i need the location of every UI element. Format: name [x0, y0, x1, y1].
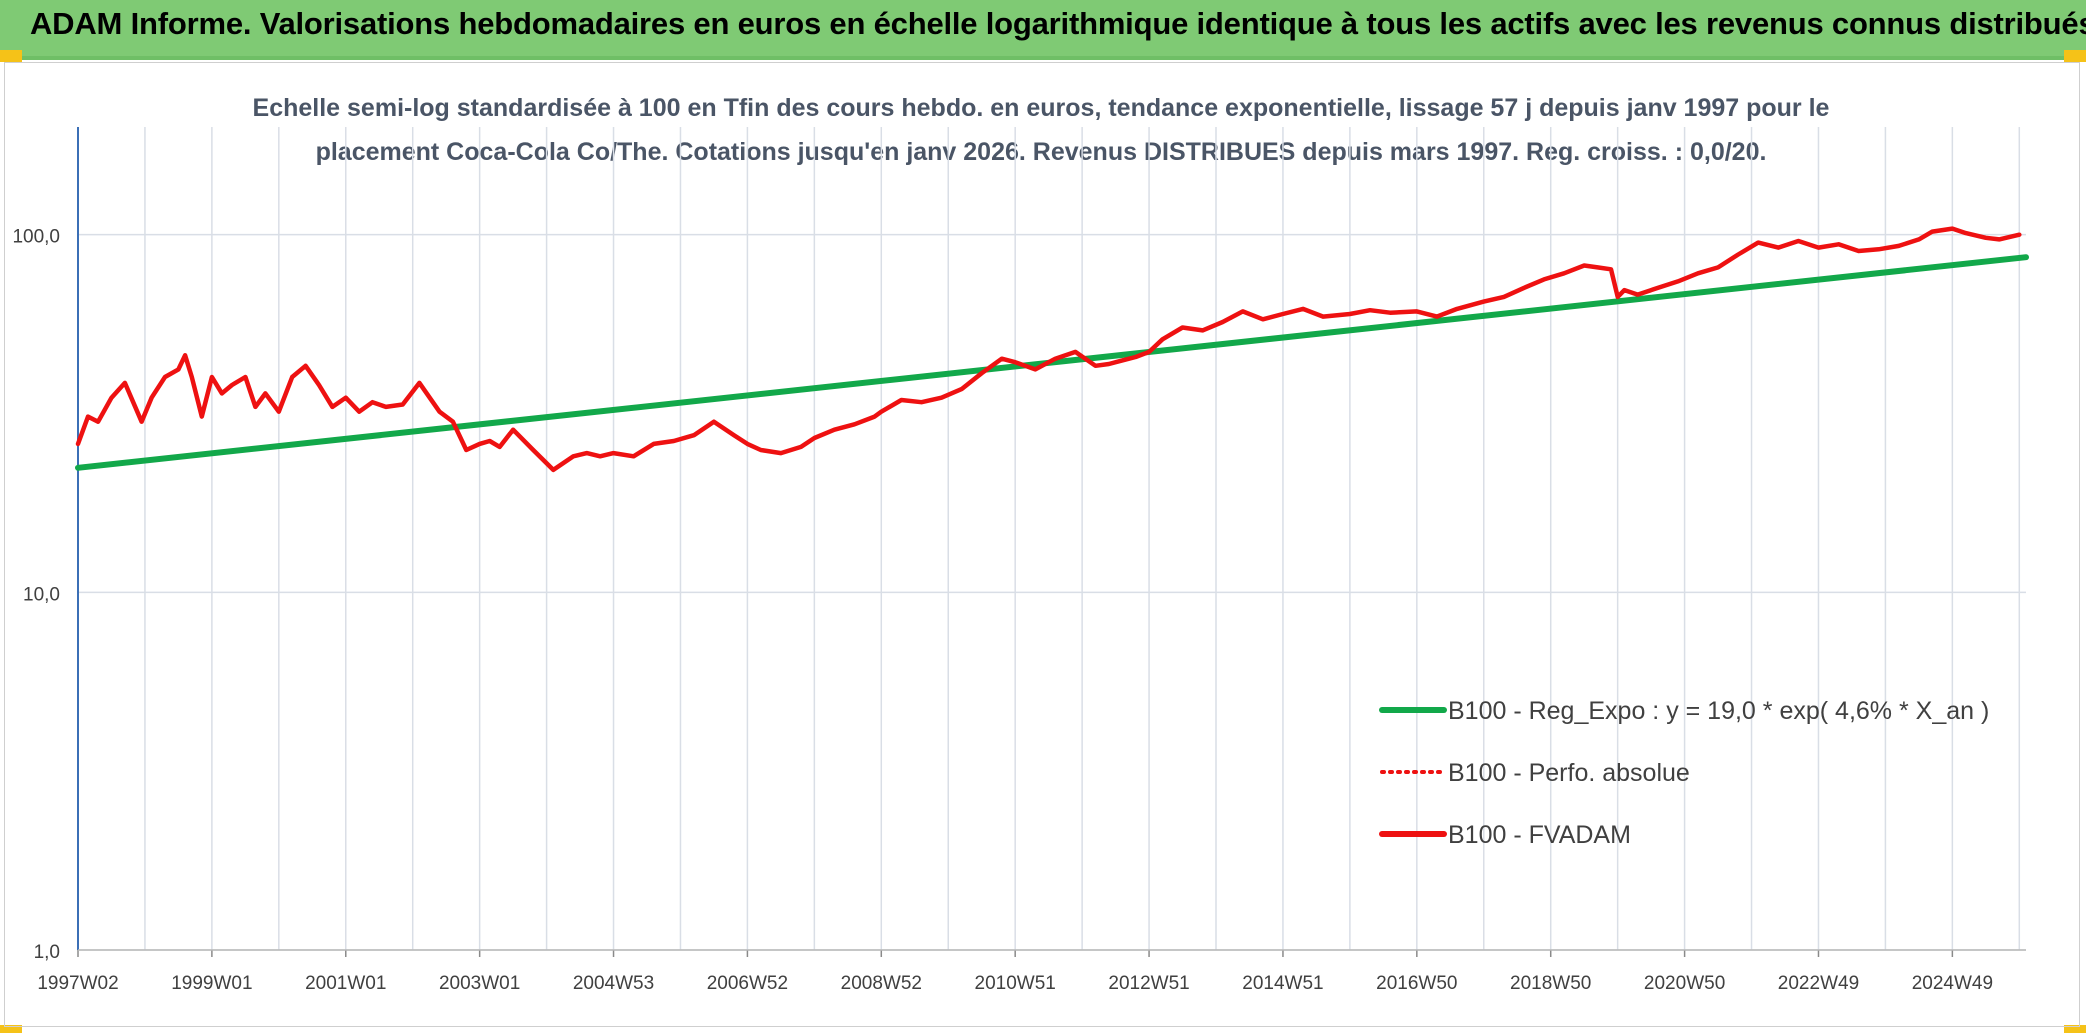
x-tick-label: 1997W02 [37, 973, 118, 994]
x-tick-label: 2008W52 [841, 973, 922, 994]
legend-item-perfo-absolue: B100 - Perfo. absolue [1448, 759, 1690, 787]
grid-layer [77, 127, 2026, 951]
chart-subtitle: Echelle semi-log standardisée à 100 en T… [252, 94, 1830, 166]
legend-item-reg-expo: B100 - Reg_Expo : y = 19,0 * exp( 4,6% *… [1448, 697, 1989, 725]
x-tick-label: 2024W49 [1912, 973, 1993, 994]
x-tick-label: 2003W01 [439, 973, 520, 994]
page-title: ADAM Informe. Valorisations hebdomadaire… [30, 6, 2086, 41]
x-tick-label: 2014W51 [1242, 973, 1323, 994]
y-tick-label: 10,0 [23, 584, 60, 605]
legend: B100 - Reg_Expo : y = 19,0 * exp( 4,6% *… [1379, 697, 1989, 849]
fvadam-line [75, 226, 2022, 473]
x-tick-label: 2012W51 [1108, 973, 1189, 994]
x-tick-label: 2016W50 [1376, 973, 1457, 994]
series-layer [75, 226, 2029, 473]
header-band: ADAM Informe. Valorisations hebdomadaire… [0, 0, 2086, 60]
y-tick-label: 1,0 [34, 942, 60, 963]
corner-accent-bottom-right [2064, 1025, 2086, 1033]
y-tick-label: 100,0 [12, 227, 60, 248]
x-tick-label: 2022W49 [1778, 973, 1859, 994]
x-tick-label: 1999W01 [171, 973, 252, 994]
legend-item-fvadam: B100 - FVADAM [1448, 821, 1631, 849]
x-tick-label: 2010W51 [975, 973, 1056, 994]
axis-layer: 1,0 10,0 100,0 1997W02 1999W01 2001W01 2003W01… [12, 127, 2026, 994]
x-tick-label: 2004W53 [573, 973, 654, 994]
corner-accent-top-left [0, 50, 22, 62]
x-tick-label: 2020W50 [1644, 973, 1725, 994]
x-tick-label: 2018W50 [1510, 973, 1591, 994]
chart-area-border [4, 62, 2080, 1027]
x-tick-label: 2001W01 [305, 973, 386, 994]
x-tick-label: 2006W52 [707, 973, 788, 994]
corner-accent-top-right [2064, 50, 2086, 62]
corner-accent-bottom-left [0, 1025, 22, 1033]
